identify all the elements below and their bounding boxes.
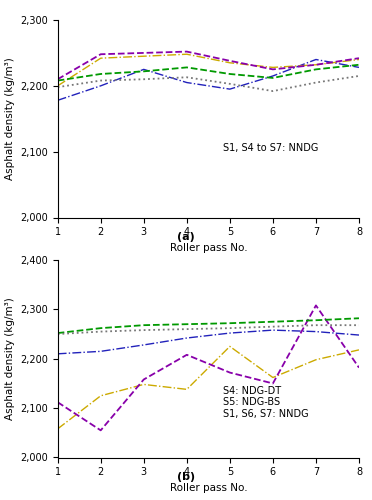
X-axis label: Roller pass No.: Roller pass No.	[170, 243, 247, 253]
Text: S4: NDG-DT
S5: NDG-BS
S1, S6, S7: NNDG: S4: NDG-DT S5: NDG-BS S1, S6, S7: NNDG	[224, 386, 309, 419]
Y-axis label: Asphalt density (kg/m³): Asphalt density (kg/m³)	[4, 298, 15, 420]
Legend: S1, S4, S5, S6, S7: S1, S4, S5, S6, S7	[103, 266, 314, 276]
Text: (a): (a)	[177, 232, 195, 242]
X-axis label: Roller pass No.: Roller pass No.	[170, 483, 247, 493]
Text: S1, S4 to S7: NNDG: S1, S4 to S7: NNDG	[224, 144, 319, 154]
Y-axis label: Asphalt density (kg/m³): Asphalt density (kg/m³)	[4, 58, 15, 180]
Text: (b): (b)	[177, 472, 195, 482]
